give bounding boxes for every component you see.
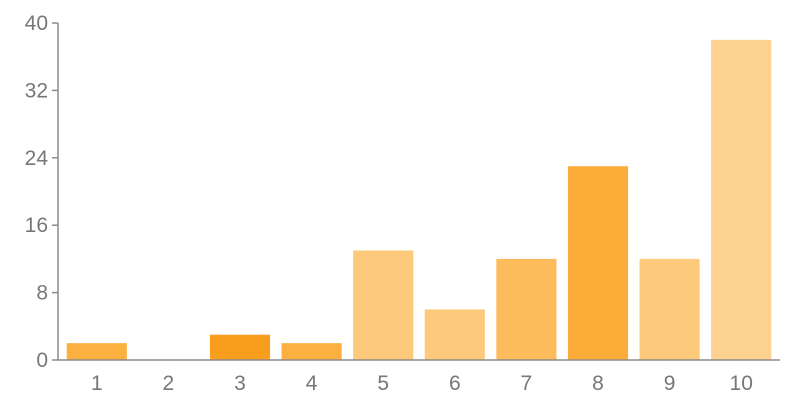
- bar-4: [281, 343, 342, 360]
- y-tick-label: 40: [25, 12, 48, 35]
- x-tick-label: 5: [377, 372, 389, 395]
- y-tick-label: 32: [25, 79, 48, 102]
- x-tick-label: 1: [91, 372, 103, 395]
- x-tick-label: 10: [730, 372, 753, 395]
- bar-1: [66, 343, 127, 360]
- x-tick-label: 9: [664, 372, 676, 395]
- x-tick-label: 6: [449, 372, 461, 395]
- bar-3: [209, 334, 271, 360]
- x-axis-labels: 1 2 3 4 5 6 7 8 9 10: [91, 372, 753, 395]
- x-tick-label: 4: [306, 372, 318, 395]
- bar-10: [711, 39, 772, 360]
- y-tick-label: 16: [25, 214, 48, 237]
- y-tick-label: 8: [36, 282, 48, 305]
- y-axis-ticks: 0 8 16 24 32 40: [25, 12, 58, 372]
- x-tick-label: 2: [163, 372, 175, 395]
- x-tick-label: 7: [521, 372, 533, 395]
- x-tick-label: 3: [234, 372, 246, 395]
- y-tick-label: 24: [25, 147, 49, 170]
- bar-6: [424, 309, 485, 360]
- y-tick-label: 0: [36, 349, 48, 372]
- x-tick-label: 8: [592, 372, 604, 395]
- bars-group: [66, 39, 772, 360]
- bar-8: [567, 166, 629, 360]
- bar-7: [496, 258, 557, 360]
- bar-9: [639, 258, 700, 360]
- bar-5: [353, 250, 414, 360]
